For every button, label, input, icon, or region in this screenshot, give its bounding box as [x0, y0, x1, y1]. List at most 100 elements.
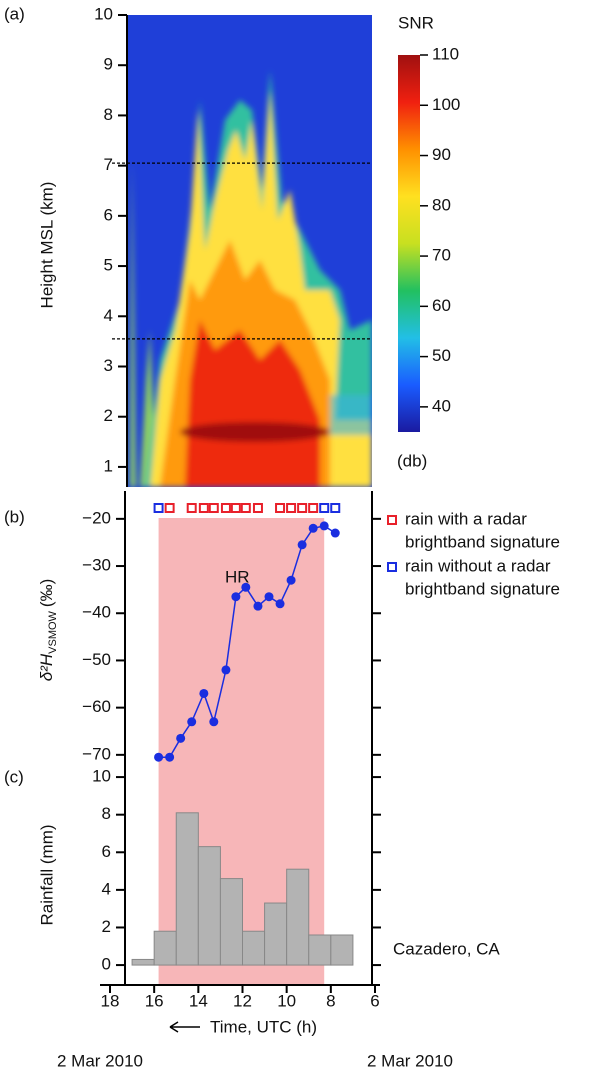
point	[176, 733, 186, 743]
point	[154, 752, 164, 762]
colorbar-tick-label: 70	[432, 246, 451, 265]
y-tick-label: 4	[104, 306, 113, 325]
bar	[131, 958, 155, 966]
panel-label: (c)	[4, 767, 24, 786]
y-label-main: δ²H	[37, 653, 56, 681]
y-axis-label: Rainfall (mm)	[37, 824, 56, 925]
panel-label: (b)	[4, 507, 25, 526]
colorbar-unit: (db)	[397, 451, 427, 470]
bar	[242, 930, 266, 966]
signature-marker	[275, 503, 286, 513]
y-tick-label: 2	[104, 406, 113, 425]
y-tick-label: 9	[104, 55, 113, 74]
colorbar-tick-label: 40	[432, 396, 451, 415]
y-tick-label: −20	[82, 508, 111, 527]
y-tick-label: 4	[102, 879, 111, 898]
point	[199, 688, 209, 698]
point	[319, 521, 329, 531]
y-tick-label: 1	[104, 456, 113, 475]
y-tick-label: −40	[82, 603, 111, 622]
signature-marker	[153, 503, 164, 513]
signature-marker	[230, 503, 241, 513]
y-tick-label: 8	[104, 105, 113, 124]
point	[221, 665, 231, 675]
point	[297, 540, 307, 550]
colorbar-tick-label: 60	[432, 296, 451, 315]
date-label: 2 Mar 2010	[57, 1051, 143, 1070]
point	[275, 599, 285, 609]
bar	[330, 934, 354, 966]
x-tick-label: 6	[370, 991, 379, 1010]
bar	[264, 902, 288, 966]
colorbar-tick-label: 80	[432, 195, 451, 214]
point	[241, 582, 251, 592]
y-tick-label: 7	[104, 155, 113, 174]
y-tick-label: 10	[94, 4, 113, 23]
colorbar-tick-label: 110	[432, 44, 459, 63]
signature-marker	[186, 503, 197, 513]
point	[253, 601, 263, 611]
x-tick-label: 16	[145, 991, 164, 1010]
y-axis-label: δ²HVSMOW (‰)	[37, 579, 58, 682]
y-tick-label: −30	[82, 556, 111, 575]
annotation: Cazadero, CA	[393, 939, 500, 958]
y-tick-label: −50	[82, 650, 111, 669]
colorbar-tick-label: 90	[432, 145, 451, 164]
colorbar	[398, 55, 420, 432]
signature-marker	[330, 503, 341, 513]
signature-marker	[319, 503, 330, 513]
point	[165, 752, 175, 762]
x-tick-label: 8	[326, 991, 335, 1010]
y-tick-label: −70	[82, 744, 111, 763]
panel-label: (a)	[4, 4, 25, 23]
y-tick-label: 6	[104, 205, 113, 224]
bar	[197, 846, 221, 966]
bar	[175, 812, 199, 966]
legend-marker	[387, 562, 397, 572]
y-tick-label: 5	[104, 256, 113, 275]
signature-marker	[220, 503, 231, 513]
y-tick-label: 6	[102, 842, 111, 861]
signature-marker	[240, 503, 251, 513]
signature-marker	[198, 503, 209, 513]
point	[264, 592, 274, 602]
bar	[308, 934, 332, 966]
y-label-unit: (‰)	[37, 579, 56, 607]
bar	[286, 868, 310, 966]
time-arrow	[169, 1021, 200, 1033]
signature-marker	[208, 503, 219, 513]
annotation: HR	[225, 567, 250, 586]
bar	[153, 930, 177, 966]
signature-marker	[286, 503, 297, 513]
colorbar-tick-label: 50	[432, 346, 451, 365]
point	[286, 575, 296, 585]
point	[330, 528, 340, 538]
point	[308, 523, 318, 533]
y-tick-label: −60	[82, 697, 111, 716]
signature-marker	[252, 503, 263, 513]
y-tick-label: 3	[104, 356, 113, 375]
x-tick-label: 14	[189, 991, 208, 1010]
x-tick-label: 18	[101, 991, 120, 1010]
legend-label: rain without a radar	[405, 556, 551, 575]
legend-marker	[387, 515, 397, 525]
signature-marker	[297, 503, 308, 513]
colorbar-title: SNR	[398, 13, 434, 32]
y-tick-label: 0	[102, 955, 111, 974]
y-axis-label: Height MSL (km)	[37, 182, 56, 309]
y-tick-label: 10	[92, 767, 111, 786]
x-axis-label: Time, UTC (h)	[210, 1017, 317, 1036]
y-tick-label: 2	[102, 917, 111, 936]
y-label-sub: VSMOW	[47, 610, 59, 653]
point	[231, 592, 241, 602]
point	[187, 717, 197, 727]
signature-marker	[164, 503, 175, 513]
x-tick-label: 12	[233, 991, 252, 1010]
legend-label: brightband signature	[405, 532, 560, 551]
panel-spines	[124, 491, 373, 985]
x-tick-label: 10	[277, 991, 296, 1010]
legend-label: rain with a radar	[405, 509, 527, 528]
date-label: 2 Mar 2010	[367, 1051, 453, 1070]
colorbar-tick-label: 100	[432, 95, 460, 114]
